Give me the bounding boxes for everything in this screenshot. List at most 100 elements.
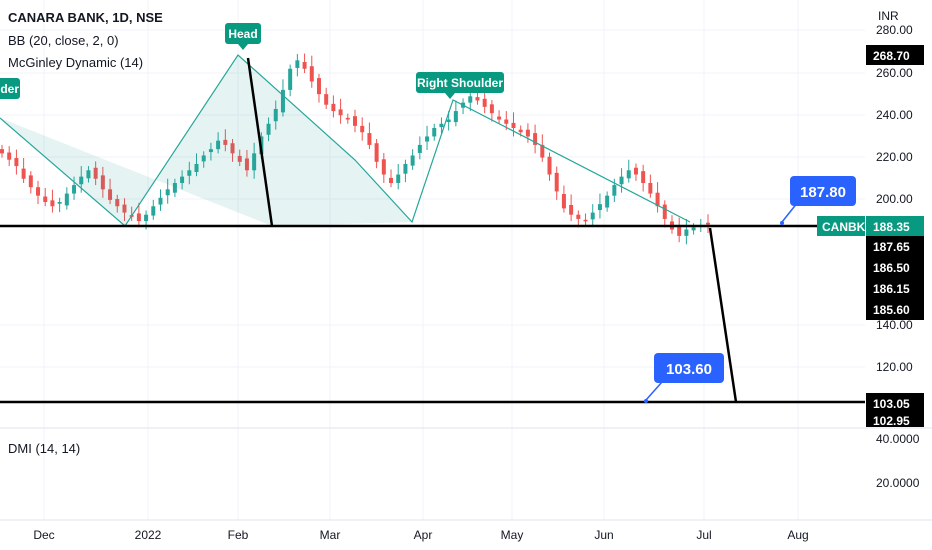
stack-tag-bg <box>866 278 924 299</box>
candle-body <box>288 68 293 90</box>
y-tick-label: 120.00 <box>876 360 913 374</box>
svg-text:188.35: 188.35 <box>873 220 910 234</box>
candle-body <box>79 176 84 185</box>
y-tick-label: 220.00 <box>876 150 913 164</box>
candle-body <box>230 143 235 154</box>
candle-body <box>389 177 394 183</box>
candle-body <box>86 170 91 179</box>
y-tick-label: 200.00 <box>876 192 913 206</box>
stack-tag-bg <box>866 299 924 320</box>
candle-body <box>316 78 321 95</box>
stack-tag-label: 186.50 <box>873 261 910 275</box>
svg-text:lder: lder <box>0 82 19 96</box>
x-tick-label: Aug <box>787 528 808 542</box>
candle-body <box>497 116 502 120</box>
svg-text:268.70: 268.70 <box>873 49 910 63</box>
currency-label: INR <box>878 9 899 23</box>
candle-body <box>72 185 77 194</box>
symbol-title: CANARA BANK, 1D, NSE <box>8 10 163 25</box>
stack-tag-label: 186.15 <box>873 282 910 296</box>
candle-body <box>280 89 285 113</box>
candle-body <box>122 204 127 213</box>
candle-body <box>432 127 437 137</box>
candle-body <box>626 170 631 179</box>
candle-body <box>706 222 710 225</box>
candle-body <box>641 171 646 183</box>
candle-body <box>353 116 357 126</box>
label-right-shoulder: Right Shoulder <box>416 72 504 99</box>
candle-body <box>0 149 4 154</box>
label-left-shoulder: lder <box>0 78 20 99</box>
candle-body <box>50 200 55 207</box>
candle-body <box>324 94 329 105</box>
head-drop-line <box>246 57 274 227</box>
candle-body <box>338 109 343 116</box>
x-axis-ticks: Dec 2022 Feb Mar Apr May Jun Jul Aug <box>33 528 808 542</box>
candle-body <box>158 197 163 205</box>
indicator-dmi[interactable]: DMI (14, 14) <box>8 441 81 456</box>
candle-body <box>561 193 566 209</box>
candle-body <box>374 143 379 162</box>
candle-body <box>172 182 177 193</box>
candle-body <box>684 229 689 236</box>
candle-body <box>655 192 660 207</box>
y-tick-label: 260.00 <box>876 66 913 80</box>
candle-body <box>165 189 170 196</box>
x-tick-label: May <box>501 528 524 542</box>
candle-body <box>7 152 12 160</box>
candle-body <box>396 174 401 183</box>
candle-body <box>677 226 682 236</box>
x-tick-label: 2022 <box>135 528 162 542</box>
svg-text:103.05: 103.05 <box>873 397 910 411</box>
candle-body <box>100 175 105 190</box>
candle-body <box>662 204 667 219</box>
svg-text:103.60: 103.60 <box>666 361 712 378</box>
trend-lines <box>0 57 932 404</box>
candle-body <box>504 119 509 124</box>
candles <box>0 53 710 245</box>
indicator-mcginley[interactable]: McGinley Dynamic (14) <box>8 55 144 70</box>
candle-body <box>64 193 69 206</box>
candle-body <box>540 144 545 158</box>
candle-body <box>547 156 552 175</box>
candle-body <box>208 149 213 153</box>
candle-body <box>266 123 271 135</box>
callout-upper-target[interactable]: 187.80 <box>780 176 856 225</box>
x-tick-label: Dec <box>33 528 54 542</box>
x-tick-label: Mar <box>320 528 341 542</box>
candle-body <box>619 176 624 185</box>
candle-body <box>425 136 430 142</box>
candle-body <box>309 66 314 82</box>
candle-body <box>57 202 62 204</box>
candle-body <box>410 155 415 166</box>
label-head: Head <box>225 23 261 50</box>
candle-body <box>223 139 228 145</box>
tag-stack: 187.65 186.50 186.15 185.60 <box>866 236 924 320</box>
candle-body <box>381 159 386 175</box>
candle-body <box>295 60 300 68</box>
candle-body <box>576 214 581 219</box>
x-tick-label: Jun <box>594 528 613 542</box>
svg-text:40.0000: 40.0000 <box>876 432 920 446</box>
stack-tag-bg <box>866 257 924 278</box>
candle-body <box>187 170 192 176</box>
x-tick-label: Apr <box>414 528 433 542</box>
svg-text:CANBK: CANBK <box>822 220 866 234</box>
candle-body <box>446 119 451 123</box>
candle-body <box>489 104 494 114</box>
candle-body <box>511 122 516 128</box>
candle-body <box>244 158 249 171</box>
candle-body <box>648 182 653 194</box>
tag-last[interactable]: CANBK 188.35 <box>817 216 924 236</box>
indicator-bb[interactable]: BB (20, close, 2, 0) <box>8 33 119 48</box>
stack-tag-label: 185.60 <box>873 303 910 317</box>
callout-lower-target[interactable]: 103.60 <box>644 353 724 403</box>
candle-body <box>554 172 559 192</box>
y-axis-ticks: 120.00 140.00 200.00 220.00 240.00 260.00 280.… <box>876 23 913 374</box>
stack-tag-bg <box>866 236 924 257</box>
y-tick-label: 240.00 <box>876 108 913 122</box>
svg-text:187.80: 187.80 <box>800 184 846 201</box>
candle-body <box>612 185 617 196</box>
candle-body <box>597 204 602 211</box>
